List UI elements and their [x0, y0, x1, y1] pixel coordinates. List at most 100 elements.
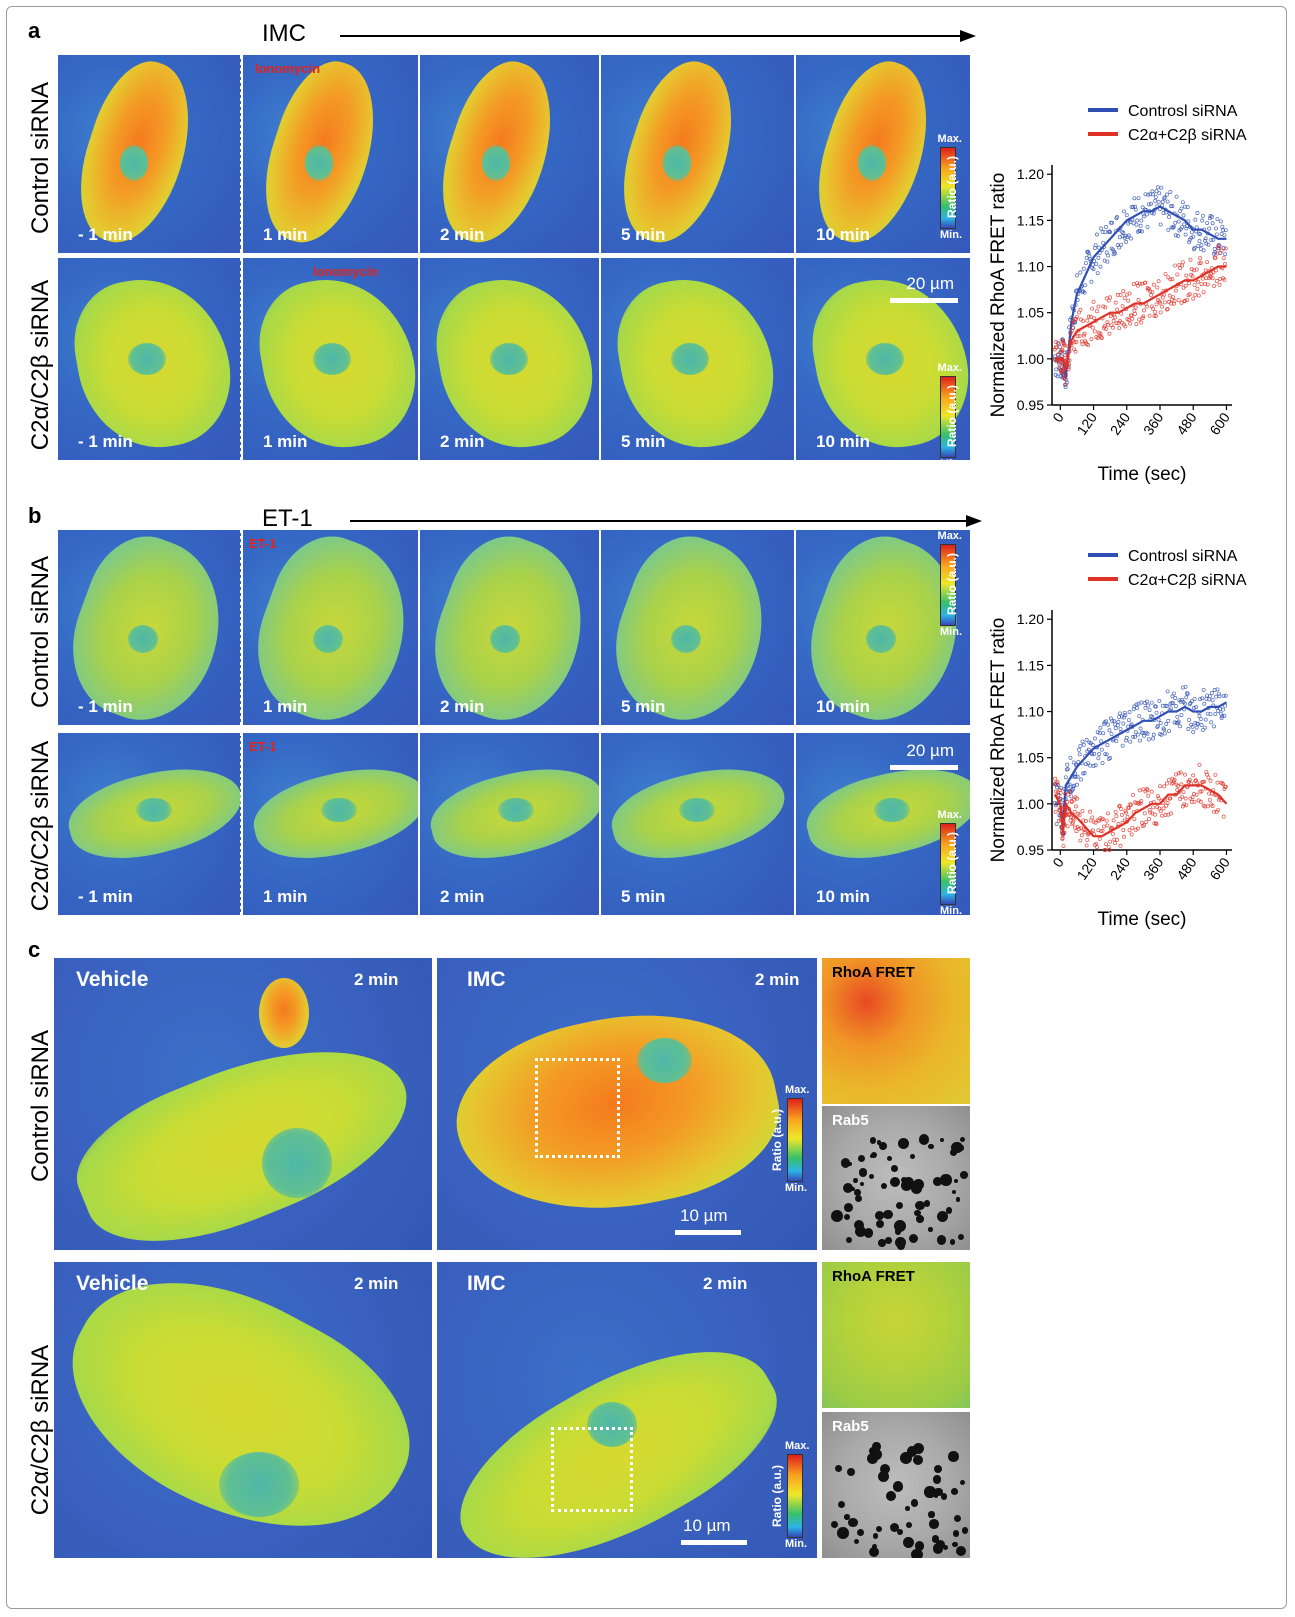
rab5-dot	[907, 1446, 918, 1457]
data-point	[1103, 848, 1108, 852]
data-point	[1054, 802, 1059, 806]
rab5-dot	[876, 1140, 881, 1145]
rab5-dot	[854, 1188, 862, 1196]
time-label: - 1 min	[78, 887, 133, 906]
data-point	[1194, 705, 1198, 710]
time-label: 10 min	[816, 697, 870, 716]
rab5-dot	[910, 1498, 919, 1507]
data-point	[1187, 717, 1192, 722]
data-point	[1187, 779, 1192, 784]
cell-nucleus	[587, 1402, 637, 1447]
stimulus-label: Ionomycin	[313, 264, 379, 279]
data-point	[1221, 693, 1226, 698]
data-point	[1104, 719, 1108, 724]
data-point	[1131, 734, 1135, 739]
rab5-dot	[953, 1514, 962, 1523]
data-point	[1197, 239, 1202, 244]
data-point	[1135, 826, 1140, 831]
data-point	[1093, 820, 1098, 825]
data-point	[1223, 252, 1228, 257]
data-point	[1209, 237, 1214, 242]
data-point	[1115, 837, 1120, 842]
inset-title: RhoA FRET	[832, 964, 915, 981]
data-point	[1126, 298, 1131, 303]
data-point	[1154, 302, 1159, 307]
data-point	[1112, 719, 1117, 724]
data-point	[1145, 224, 1150, 229]
data-point	[1054, 822, 1059, 826]
data-point	[1083, 283, 1088, 288]
data-point	[1200, 276, 1205, 281]
data-point	[1122, 209, 1126, 214]
data-point	[1150, 290, 1155, 295]
rab5-dot	[858, 1168, 868, 1177]
data-point	[1108, 220, 1113, 225]
data-point	[1129, 722, 1134, 727]
rab5-dot	[908, 1233, 918, 1243]
microscopy-tile: 2 min	[420, 733, 599, 915]
data-point	[1101, 824, 1106, 829]
data-point	[1151, 805, 1156, 810]
x-tick-label: 240	[1107, 409, 1134, 437]
rab5-dot	[900, 1451, 913, 1464]
data-point	[1209, 214, 1214, 219]
rab5-dot	[843, 1213, 850, 1220]
data-point	[1194, 792, 1199, 797]
data-point	[1201, 687, 1206, 692]
rab5-dot	[933, 1493, 938, 1498]
data-point	[1182, 204, 1187, 209]
data-point	[1123, 713, 1128, 717]
panel-b-treatment-label: ET-1	[262, 505, 313, 532]
microscopy-tile: 2 min	[420, 258, 599, 460]
y-tick-label: 1.10	[1017, 259, 1044, 275]
data-point	[1106, 844, 1111, 849]
data-point	[1074, 339, 1079, 344]
cell-nucleus	[482, 145, 510, 181]
data-point	[1185, 691, 1189, 696]
legend-entry: Controsl siRNA	[1128, 548, 1238, 565]
label-time: 2 min	[703, 1274, 748, 1293]
data-point	[1185, 205, 1190, 210]
data-point	[1156, 199, 1161, 204]
data-point	[1113, 300, 1118, 305]
data-point	[1222, 277, 1227, 282]
data-point	[1223, 784, 1228, 789]
time-label: - 1 min	[78, 697, 133, 716]
data-point	[1171, 691, 1176, 696]
rab5-dot	[918, 1134, 930, 1145]
rab5-dot	[912, 1178, 924, 1190]
stimulus-dashed-line	[240, 55, 243, 253]
rab5-dot	[858, 1154, 866, 1162]
data-point	[1148, 289, 1153, 294]
data-point	[1081, 333, 1086, 338]
data-point	[1061, 844, 1066, 848]
data-point	[1153, 198, 1158, 203]
colorbar	[940, 147, 956, 229]
data-point	[1091, 267, 1096, 272]
data-point	[1100, 761, 1105, 766]
data-point	[1091, 299, 1096, 304]
data-point	[1164, 722, 1169, 726]
y-tick-label: 1.00	[1017, 351, 1044, 367]
data-point	[1158, 809, 1163, 814]
data-point	[1122, 834, 1126, 839]
data-point	[1065, 824, 1070, 829]
data-point	[1094, 841, 1099, 846]
data-point	[1096, 255, 1101, 260]
data-point	[1080, 808, 1085, 813]
panel-b-arrow-line	[350, 520, 970, 522]
data-point	[1162, 195, 1167, 200]
rab5-dot	[949, 1239, 956, 1245]
data-point	[1108, 839, 1113, 844]
data-point	[1144, 699, 1149, 704]
data-point	[1118, 727, 1123, 731]
data-point	[1107, 848, 1112, 852]
data-point	[1129, 313, 1134, 318]
data-point	[1201, 290, 1206, 295]
data-point	[1064, 380, 1069, 385]
time-label: 1 min	[263, 432, 308, 451]
x-tick-label: 360	[1140, 409, 1167, 437]
data-point	[1121, 721, 1126, 726]
data-point	[1107, 331, 1112, 336]
stimulus-label: Ionomycin	[255, 61, 321, 76]
